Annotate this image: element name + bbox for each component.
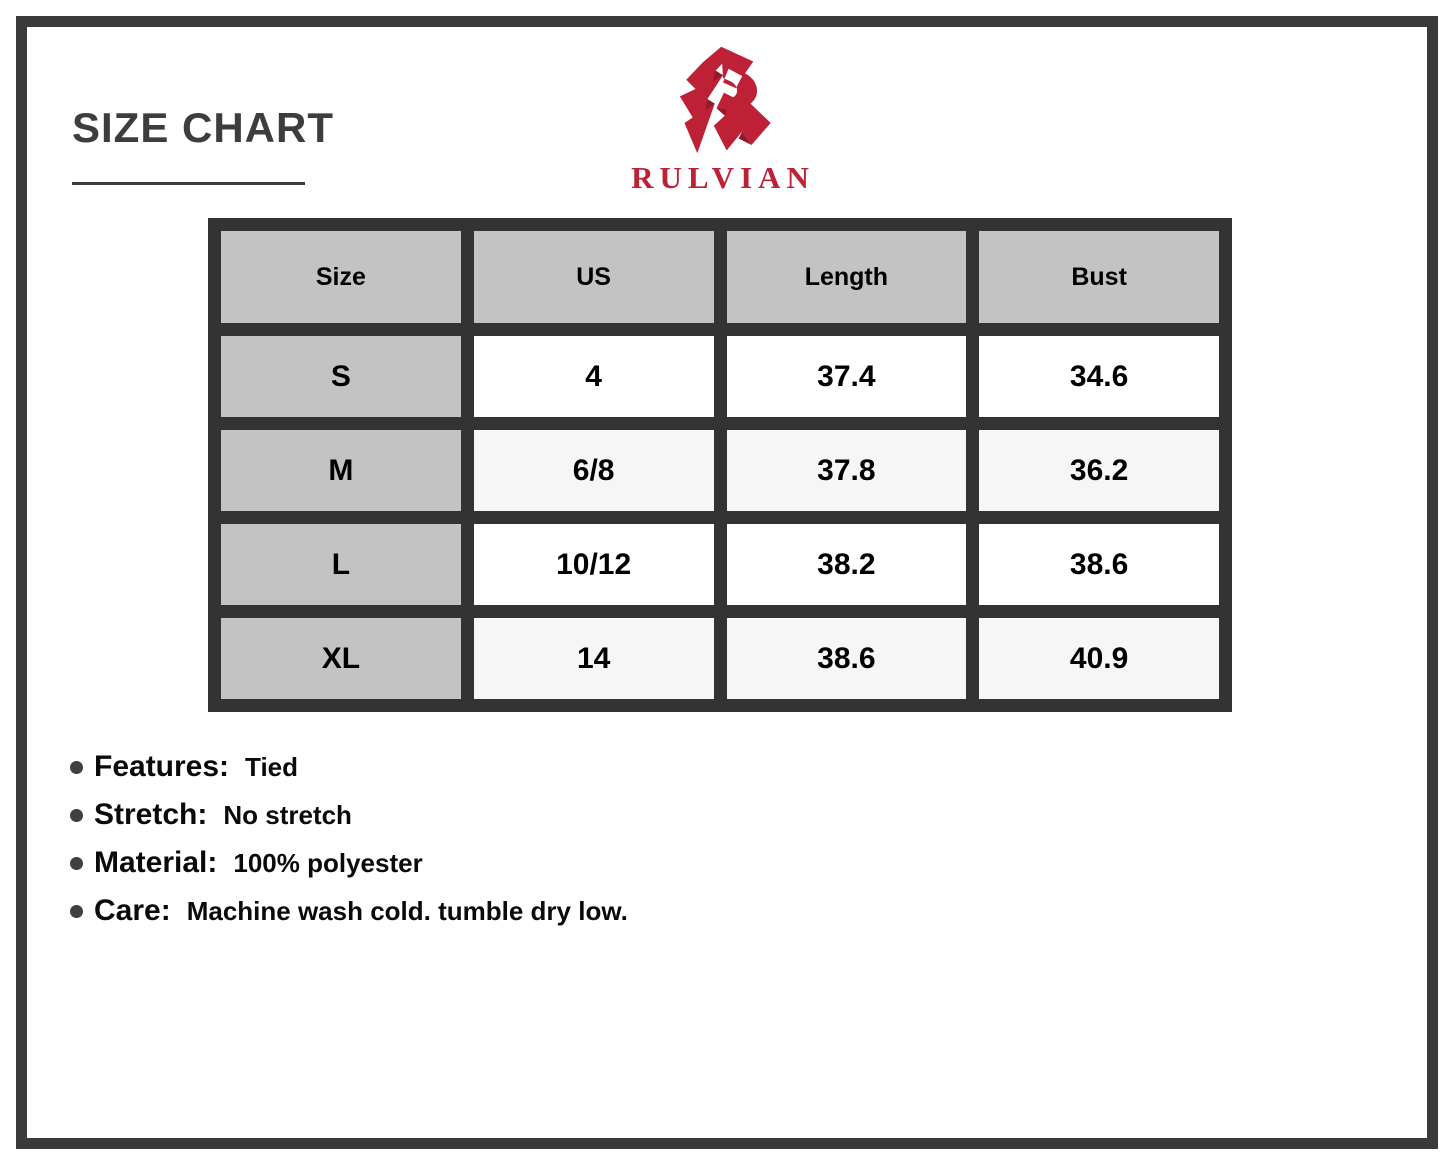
cell-size-l: L: [221, 524, 461, 605]
cell-us-m: 6/8: [473, 430, 714, 511]
header-size: Size: [221, 231, 461, 323]
detail-value: 100% polyester: [233, 847, 423, 878]
detail-value: No stretch: [223, 799, 352, 830]
table-header-row: Size US Length Bust: [221, 231, 1219, 323]
size-table: Size US Length Bust S 4 37.4 34.6 M 6/8 …: [208, 218, 1232, 712]
detail-item-features: Features: Tied: [70, 750, 628, 784]
cell-size-s: S: [221, 336, 461, 417]
cell-size-xl: XL: [221, 618, 461, 699]
header-length: Length: [726, 231, 967, 323]
details-list: Features: Tied Stretch: No stretch Mater…: [70, 750, 628, 942]
cell-us-xl: 14: [473, 618, 714, 699]
rulvian-r-mark-icon: [679, 46, 771, 154]
detail-item-care: Care: Machine wash cold. tumble dry low.: [70, 894, 628, 928]
cell-us-s: 4: [473, 336, 714, 417]
bullet-icon: [70, 856, 83, 870]
detail-label: Features:: [94, 750, 230, 783]
bullet-icon: [70, 808, 83, 822]
page-title: SIZE CHART: [72, 104, 334, 151]
detail-value: Tied: [245, 751, 299, 782]
cell-bust-xl: 40.9: [979, 618, 1219, 699]
bullet-icon: [70, 760, 83, 774]
detail-label: Material:: [94, 846, 218, 879]
brand-name: RULVIAN: [631, 160, 815, 195]
cell-bust-m: 36.2: [979, 430, 1219, 511]
table-row-xl: XL 14 38.6 40.9: [221, 618, 1219, 699]
bullet-icon: [70, 904, 83, 918]
detail-label: Stretch:: [94, 798, 208, 831]
detail-item-material: Material: 100% polyester: [70, 846, 628, 880]
brand-logo: RULVIAN: [608, 44, 838, 196]
cell-length-xl: 38.6: [726, 618, 967, 699]
detail-label: Care:: [94, 894, 171, 927]
cell-us-l: 10/12: [473, 524, 714, 605]
cell-bust-s: 34.6: [979, 336, 1219, 417]
cell-length-l: 38.2: [726, 524, 967, 605]
table-row-m: M 6/8 37.8 36.2: [221, 430, 1219, 511]
table-row-l: L 10/12 38.2 38.6: [221, 524, 1219, 605]
cell-size-m: M: [221, 430, 461, 511]
table-row-s: S 4 37.4 34.6: [221, 336, 1219, 417]
cell-length-s: 37.4: [726, 336, 967, 417]
title-underline: [72, 182, 305, 185]
detail-value: Machine wash cold. tumble dry low.: [186, 895, 628, 926]
header-us: US: [473, 231, 714, 323]
detail-item-stretch: Stretch: No stretch: [70, 798, 628, 832]
header-bust: Bust: [979, 231, 1219, 323]
cell-length-m: 37.8: [726, 430, 967, 511]
cell-bust-l: 38.6: [979, 524, 1219, 605]
